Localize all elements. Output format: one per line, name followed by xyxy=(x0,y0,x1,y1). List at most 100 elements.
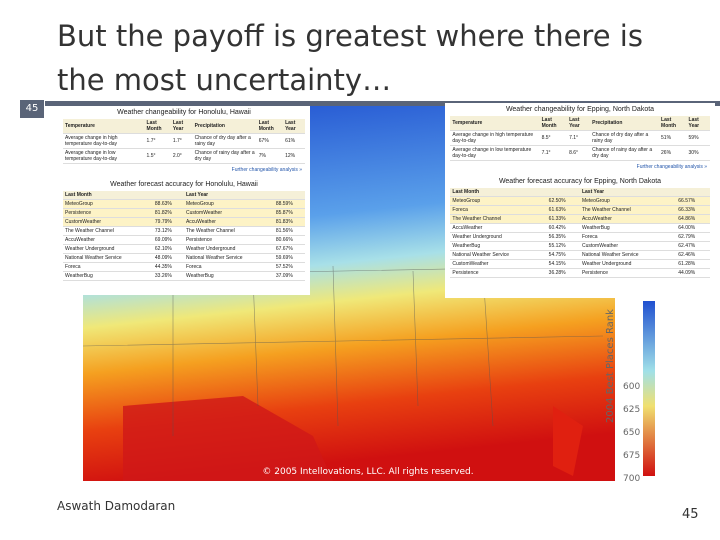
table-cell: 44.35% xyxy=(152,262,184,272)
florida-region xyxy=(553,406,583,476)
header-cell: Precipitation xyxy=(590,116,660,131)
table-cell: 59.69% xyxy=(273,253,305,263)
table-cell: MeteoGroup xyxy=(450,196,547,206)
slide-title: But the payoff is greatest where there i… xyxy=(57,19,643,97)
header-row: Last Month Last Year xyxy=(450,188,710,197)
table-cell: 7.1° xyxy=(567,130,591,146)
table-cell: Average change in low temperature day-to… xyxy=(63,148,145,164)
table-cell: 81.82% xyxy=(152,208,184,218)
panel-title: Weather changeability for Epping, North … xyxy=(505,106,655,113)
table-cell: Chance of dry day after a rainy day xyxy=(590,130,660,146)
analysis-link[interactable]: Further changeability analysis » xyxy=(231,167,302,173)
table-cell: 37.09% xyxy=(273,271,305,281)
panel-title: Weather forecast accuracy for Epping, No… xyxy=(498,178,662,185)
table-cell: The Weather Channel xyxy=(183,226,274,236)
table-row: Average change in low temperature day-to… xyxy=(63,148,305,164)
analysis-link[interactable]: Further changeability analysis » xyxy=(636,164,707,170)
header-cell: Last Year xyxy=(686,116,710,131)
table-row: The Weather Channel 73.12% The Weather Cha… xyxy=(63,226,305,236)
table-cell: 7% xyxy=(256,148,284,164)
table-row: MeteoGroup 62.50% MeteoGroup 66.57% xyxy=(450,196,710,206)
table-cell: 2.0° xyxy=(170,148,193,164)
table-cell: CustomWeather xyxy=(579,241,677,251)
table-cell: 61% xyxy=(283,133,305,149)
table-cell: Foreca xyxy=(63,262,153,272)
scale-title: 2004 Best Places Rank xyxy=(605,309,616,423)
table-cell: 8.5° xyxy=(539,130,568,146)
scale-label: 700 xyxy=(623,474,640,481)
table-cell: AccuWeather xyxy=(63,235,153,245)
table-row: CustomWeather 79.79% AccuWeather 81.83% xyxy=(63,217,305,227)
table-cell: 81.83% xyxy=(273,217,305,227)
header-row: Last Month Last Year xyxy=(63,191,305,200)
panel-title: Weather changeability for Honolulu, Hawa… xyxy=(117,109,251,116)
table-cell: 79.79% xyxy=(152,217,184,227)
table-cell: Persistence xyxy=(579,268,677,278)
scale-label: 650 xyxy=(623,428,640,438)
table-cell: Persistence xyxy=(450,268,547,278)
mexico-region xyxy=(123,396,333,481)
changeability-table: Temperature Last Month Last Year Precipitat… xyxy=(63,119,305,164)
header-cell: Temperature xyxy=(63,119,145,134)
slide-number: 45 xyxy=(20,100,44,118)
table-cell: 64.00% xyxy=(676,223,710,233)
table-cell: Weather Underground xyxy=(183,244,274,254)
header-cell: Last Year xyxy=(567,116,591,131)
table-cell: 1.7° xyxy=(170,133,193,149)
footer-author: Aswath Damodaran xyxy=(57,499,176,513)
table-cell: WeatherBug xyxy=(579,223,677,233)
table-cell: WeatherBug xyxy=(63,271,153,281)
scale-bar xyxy=(643,301,655,476)
table-cell: 88.63% xyxy=(152,199,184,209)
table-cell: CustomWeather xyxy=(450,259,547,269)
table-cell: 67% xyxy=(256,133,284,149)
scale-labels: 600 625 650 675 700 xyxy=(623,382,640,481)
table-cell: 1.5° xyxy=(144,148,171,164)
table-cell: CustomWeather xyxy=(63,217,153,227)
honolulu-panel: Weather changeability for Honolulu, Hawa… xyxy=(58,106,310,295)
table-cell: Chance of rainy day after a dry day xyxy=(590,145,660,161)
table-cell: 57.52% xyxy=(273,262,305,272)
table-cell: Foreca xyxy=(450,205,547,215)
table-cell: 73.12% xyxy=(152,226,184,236)
table-row: AccuWeather 69.09% Persistence 80.66% xyxy=(63,235,305,245)
table-cell: 51% xyxy=(659,130,687,146)
table-cell: 67.67% xyxy=(273,244,305,254)
table-cell: MeteoGroup xyxy=(579,196,677,206)
table-cell: 56.35% xyxy=(546,232,580,242)
table-cell: 66.57% xyxy=(676,196,710,206)
scale-label: 600 xyxy=(623,382,640,392)
accuracy-table: Last Month Last Year MeteoGroup 62.50% Meteo… xyxy=(450,188,710,278)
header-cell: Last Month xyxy=(450,188,580,197)
table-cell: 81.56% xyxy=(273,226,305,236)
scale-label: 675 xyxy=(623,451,640,461)
table-cell: The Weather Channel xyxy=(579,205,677,215)
table-row: The Weather Channel 61.33% AccuWeather 64.8… xyxy=(450,214,710,224)
table-cell: 60.42% xyxy=(546,223,580,233)
table-cell: 62.47% xyxy=(676,241,710,251)
header-cell: Last Year xyxy=(579,188,710,197)
table-cell: 1.7° xyxy=(144,133,171,149)
table-cell: 85.87% xyxy=(273,208,305,218)
table-cell: 66.33% xyxy=(676,205,710,215)
table-cell: 64.86% xyxy=(676,214,710,224)
table-row: MeteoGroup 88.63% MeteoGroup 88.59% xyxy=(63,199,305,209)
table-cell: 54.15% xyxy=(546,259,580,269)
table-cell: National Weather Service xyxy=(450,250,547,260)
header-row: Temperature Last Month Last Year Precipitat… xyxy=(63,119,305,134)
table-cell: WeatherBug xyxy=(450,241,547,251)
table-cell: 61.33% xyxy=(546,214,580,224)
table-cell: Average change in high temperature day-t… xyxy=(450,130,540,146)
table-cell: 33.26% xyxy=(152,271,184,281)
table-row: Average change in high temperature day-t… xyxy=(63,133,305,149)
state-lines xyxy=(83,265,604,436)
table-cell: Average change in high temperature day-t… xyxy=(63,133,145,149)
table-row: National Weather Service 48.09% National W… xyxy=(63,253,305,263)
table-cell: Persistence xyxy=(63,208,153,218)
changeability-table: Temperature Last Month Last Year Precipitat… xyxy=(450,116,710,161)
table-row: Foreca 44.35% Foreca 57.52% xyxy=(63,262,305,272)
table-row: Weather Underground 56.35% Foreca 62.79% xyxy=(450,232,710,242)
table-cell: Chance of dry day after a rainy day xyxy=(192,133,257,149)
table-cell: Weather Underground xyxy=(63,244,153,254)
table-cell: 44.09% xyxy=(676,268,710,278)
